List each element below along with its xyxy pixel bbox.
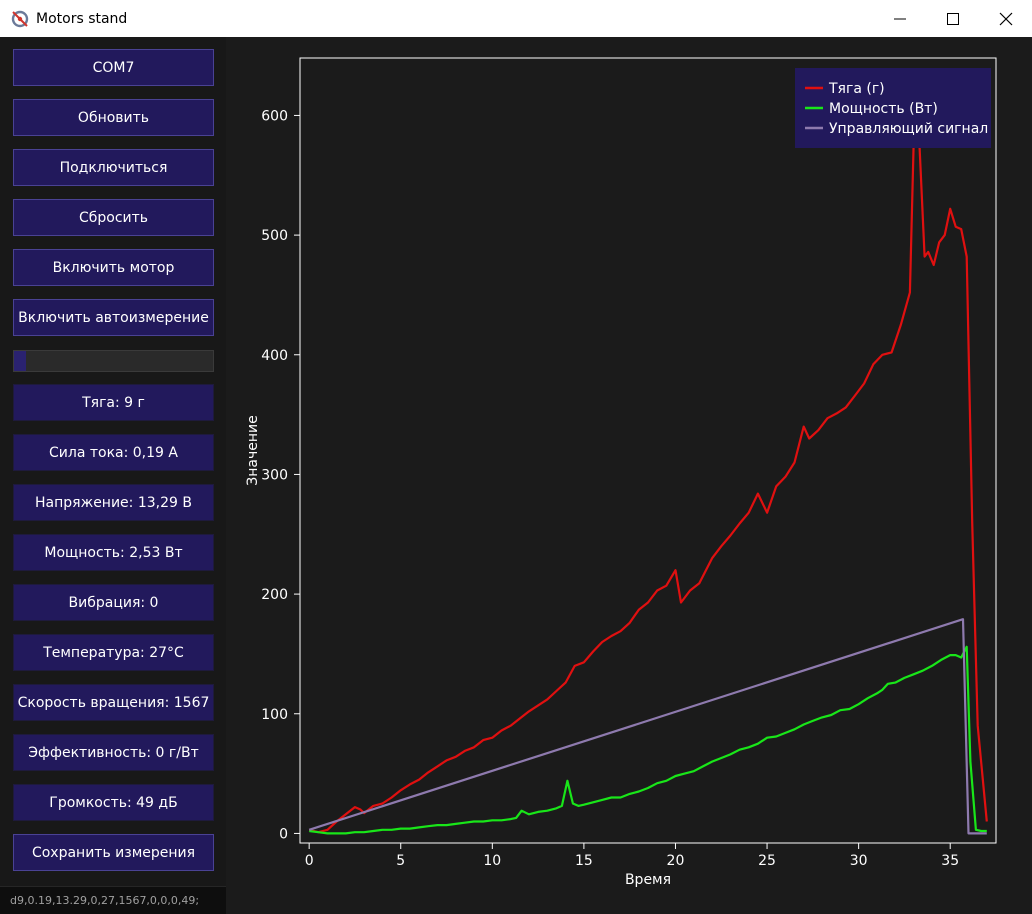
motor-app-icon bbox=[11, 10, 29, 27]
x-tick-label: 25 bbox=[758, 853, 776, 869]
line-chart[interactable]: 0 5 10 15 20 25 30 35 0 100 200 300 400 500 600 Время Зн… bbox=[226, 37, 1032, 914]
current-readout: Сила тока: 0,19 А bbox=[13, 434, 214, 471]
legend-entry-1: Тяга (г) bbox=[828, 81, 885, 97]
legend-box bbox=[795, 68, 991, 148]
x-tick-label: 5 bbox=[396, 853, 405, 869]
voltage-readout: Напряжение: 13,29 В bbox=[13, 484, 214, 521]
vibration-readout: Вибрация: 0 bbox=[13, 584, 214, 621]
minimize-button[interactable] bbox=[873, 0, 926, 37]
series-line-3 bbox=[308, 618, 987, 835]
rpm-readout: Скорость вращения: 1567 bbox=[13, 684, 214, 721]
x-tick-label: 0 bbox=[305, 853, 314, 869]
close-icon bbox=[999, 12, 1012, 25]
x-tick-label: 10 bbox=[483, 853, 501, 869]
x-axis-title: Время bbox=[625, 872, 671, 888]
connect-button[interactable]: Подключиться bbox=[13, 149, 214, 186]
progress-fill bbox=[14, 351, 26, 371]
series-line-1 bbox=[308, 72, 988, 834]
maximize-icon bbox=[946, 12, 959, 25]
efficiency-readout: Эффективность: 0 г/Вт bbox=[13, 734, 214, 771]
save-measurements-button[interactable]: Сохранить измерения bbox=[13, 834, 214, 871]
refresh-button[interactable]: Обновить bbox=[13, 99, 214, 136]
maximize-button[interactable] bbox=[926, 0, 979, 37]
chart-panel: 0 5 10 15 20 25 30 35 0 100 200 300 400 500 600 Время Зн… bbox=[226, 37, 1032, 914]
title-bar: Motors stand bbox=[0, 0, 1032, 37]
measurement-progress-bar bbox=[13, 350, 214, 372]
y-tick-label: 100 bbox=[261, 707, 288, 723]
y-tick-label: 0 bbox=[279, 826, 288, 842]
y-tick-label: 500 bbox=[261, 228, 288, 244]
temperature-readout: Температура: 27°C bbox=[13, 634, 214, 671]
x-tick-label: 35 bbox=[941, 853, 959, 869]
motor-toggle-button[interactable]: Включить мотор bbox=[13, 249, 214, 286]
close-button[interactable] bbox=[979, 0, 1032, 37]
y-axis-title: Значение bbox=[245, 415, 261, 485]
series-line-2 bbox=[309, 645, 987, 835]
legend-entry-3: Управляющий сигнал bbox=[829, 121, 988, 137]
control-sidebar: COM7 Обновить Подключиться Сбросить Вклю… bbox=[0, 37, 226, 914]
power-readout: Мощность: 2,53 Вт bbox=[13, 534, 214, 571]
reset-button[interactable]: Сбросить bbox=[13, 199, 214, 236]
legend-entry-2: Мощность (Вт) bbox=[829, 101, 938, 117]
x-tick-label: 15 bbox=[575, 853, 593, 869]
y-tick-label: 300 bbox=[261, 467, 288, 483]
y-tick-label: 600 bbox=[261, 108, 288, 124]
y-tick-label: 400 bbox=[261, 348, 288, 364]
window-title: Motors stand bbox=[36, 10, 128, 27]
plot-frame bbox=[299, 57, 997, 844]
auto-measure-button[interactable]: Включить автоизмерение bbox=[13, 299, 214, 336]
thrust-readout: Тяга: 9 г bbox=[13, 384, 214, 421]
serial-status-line: d9,0.19,13.29,0,27,1567,0,0,0,49; bbox=[0, 886, 226, 914]
y-tick-label: 200 bbox=[261, 587, 288, 603]
minimize-icon bbox=[893, 18, 906, 19]
x-tick-label: 30 bbox=[850, 853, 868, 869]
com-port-button[interactable]: COM7 bbox=[13, 49, 214, 86]
x-tick-label: 20 bbox=[667, 853, 685, 869]
loudness-readout: Громкость: 49 дБ bbox=[13, 784, 214, 821]
